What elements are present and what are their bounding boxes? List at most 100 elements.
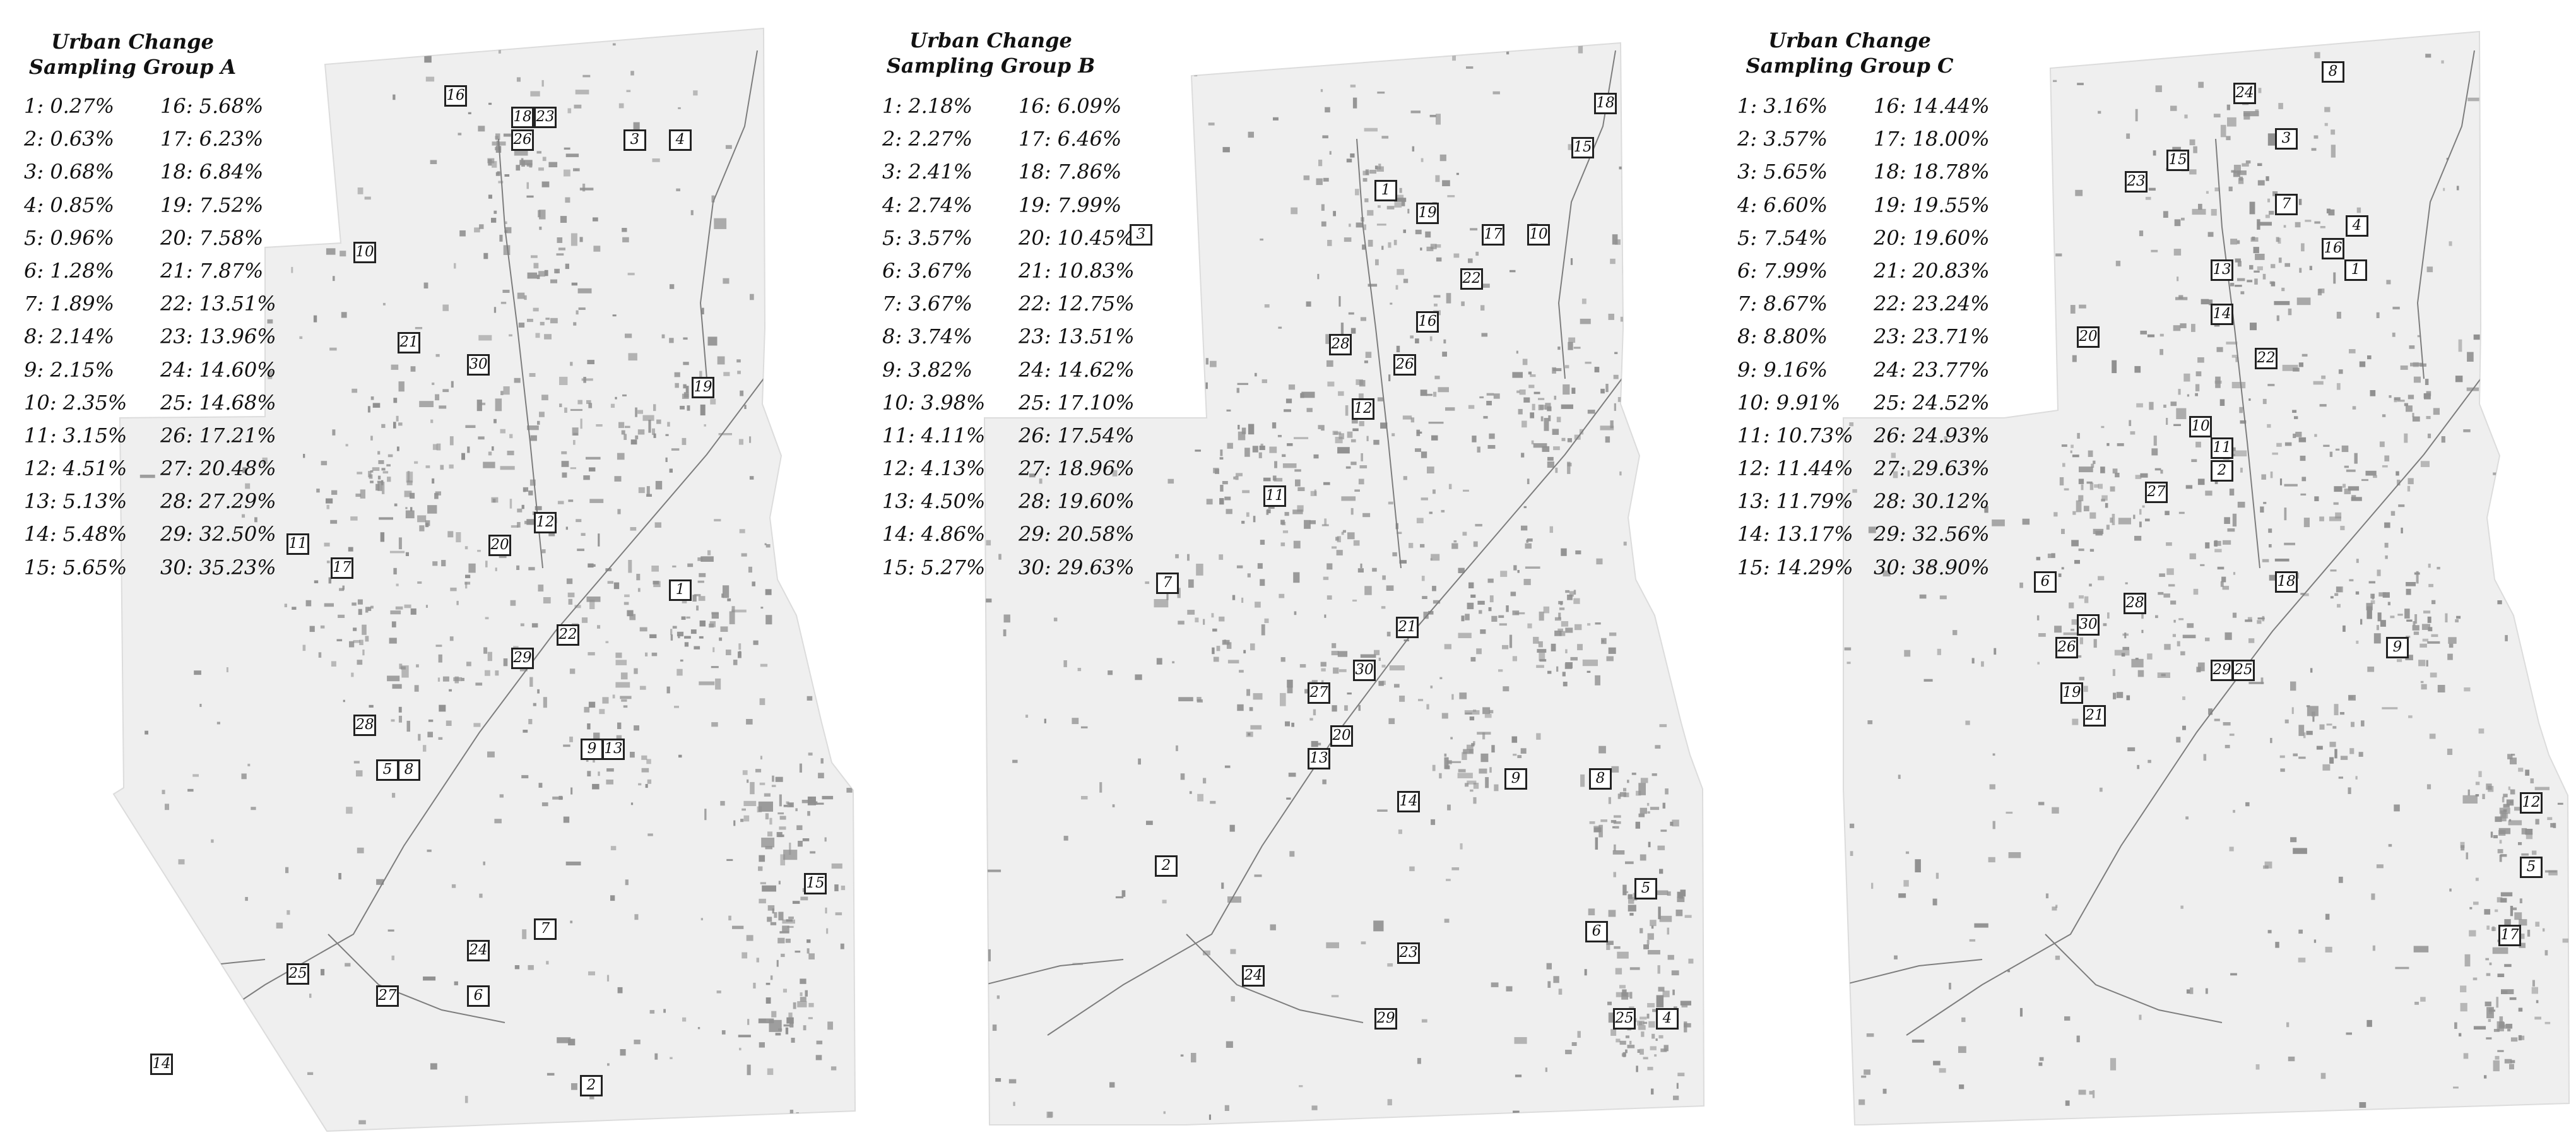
legend-entry-id: 27 bbox=[1874, 456, 1900, 481]
legend-entry: 22: 13.51% bbox=[160, 292, 276, 316]
legend-entry-id: 15 bbox=[1737, 555, 1763, 579]
legend-entry: 30: 29.63% bbox=[1019, 555, 1135, 579]
legend-entry-id: 3 bbox=[1737, 160, 1751, 184]
sample-marker: 8 bbox=[398, 759, 420, 781]
legend-entry-value: 7.52% bbox=[199, 193, 264, 217]
legend-entry-value: 3.57% bbox=[1763, 127, 1828, 151]
legend-entry-value: 5.65% bbox=[62, 555, 127, 579]
legend-entry-id: 9 bbox=[24, 357, 37, 382]
legend-entry-id: 22 bbox=[1874, 292, 1900, 316]
legend-column: 1: 0.27% 2: 0.63% 3: 0.68% 4: 0.85% 5: 0.96%… bbox=[24, 90, 127, 584]
sample-marker: 23 bbox=[2125, 171, 2148, 193]
legend-entry-value: 12.75% bbox=[1057, 292, 1135, 316]
legend-entry-id: 13 bbox=[1737, 489, 1763, 514]
legend-entry-id: 13 bbox=[882, 489, 908, 514]
sample-marker: 28 bbox=[1329, 334, 1352, 355]
sample-marker: 30 bbox=[1353, 660, 1376, 681]
legend-entry-value: 20.48% bbox=[199, 456, 276, 481]
legend-entry-id: 1 bbox=[1737, 94, 1751, 118]
legend-entry: 21: 10.83% bbox=[1019, 258, 1135, 283]
legend-entry: 21: 20.83% bbox=[1874, 258, 1990, 283]
legend-entry: 4: 0.85% bbox=[24, 193, 114, 217]
legend-entry-value: 3.98% bbox=[921, 390, 986, 415]
legend-entry: 18: 18.78% bbox=[1874, 160, 1990, 184]
legend-entry-value: 13.51% bbox=[1057, 324, 1135, 349]
legend-entry-id: 16 bbox=[160, 94, 186, 118]
legend-entry-id: 23 bbox=[1874, 324, 1900, 349]
legend-entry-value: 20.58% bbox=[1057, 522, 1135, 547]
sample-marker: 3 bbox=[2275, 128, 2298, 150]
legend-entry: 26: 24.93% bbox=[1874, 423, 1990, 448]
sample-marker: 13 bbox=[2211, 259, 2233, 281]
legend-entry-value: 7.54% bbox=[1763, 225, 1828, 250]
legend-entry: 29: 32.56% bbox=[1874, 522, 1990, 547]
title-line-2: Sampling Group A bbox=[28, 55, 237, 79]
legend-entry-id: 10 bbox=[24, 390, 50, 415]
legend-entry: 2: 3.57% bbox=[1737, 127, 1828, 151]
legend-entry-id: 2 bbox=[1737, 127, 1751, 151]
sample-marker: 10 bbox=[1527, 224, 1550, 246]
sample-marker: 30 bbox=[467, 354, 490, 376]
legend-entry: 7: 3.67% bbox=[882, 292, 972, 316]
legend-entry-id: 30 bbox=[160, 555, 186, 579]
legend-entry-id: 29 bbox=[1019, 522, 1044, 547]
sample-marker: 5 bbox=[1634, 878, 1657, 900]
legend-entry-value: 7.86% bbox=[1057, 160, 1122, 184]
legend-entry-id: 16 bbox=[1874, 94, 1900, 118]
legend-entry-value: 24.93% bbox=[1912, 423, 1990, 448]
legend-entry-value: 5.65% bbox=[1763, 160, 1828, 184]
legend-entry-id: 21 bbox=[1019, 258, 1044, 283]
sample-marker: 16 bbox=[1416, 311, 1439, 333]
legend-entry-id: 28 bbox=[160, 489, 186, 514]
legend-entry: 13: 5.13% bbox=[24, 489, 127, 514]
legend-entry: 8: 2.14% bbox=[24, 324, 114, 349]
legend-entry-id: 12 bbox=[1737, 456, 1763, 481]
legend-entry: 30: 38.90% bbox=[1874, 555, 1990, 579]
legend-entry-id: 10 bbox=[882, 390, 908, 415]
sample-marker: 18 bbox=[511, 107, 534, 128]
legend-entry-id: 21 bbox=[1874, 258, 1900, 283]
legend-entry: 25: 24.52% bbox=[1874, 390, 1990, 415]
legend-entry: 18: 7.86% bbox=[1019, 160, 1122, 184]
sample-marker: 23 bbox=[534, 107, 557, 128]
legend-entry-value: 5.27% bbox=[921, 555, 986, 579]
sample-marker: 15 bbox=[804, 873, 827, 894]
legend-entry-value: 11.79% bbox=[1776, 489, 1853, 514]
legend-entry: 6: 1.28% bbox=[24, 258, 114, 283]
legend-entry-id: 20 bbox=[160, 225, 186, 250]
map-panel-group-a: Urban Change Sampling Group A 1: 0.27% 2:… bbox=[0, 0, 858, 1140]
legend-entry-id: 26 bbox=[1874, 423, 1900, 448]
sample-marker: 10 bbox=[353, 242, 376, 263]
sample-marker: 18 bbox=[2275, 571, 2298, 593]
legend-entry-value: 4.86% bbox=[921, 522, 986, 547]
legend-entry: 27: 29.63% bbox=[1874, 456, 1990, 481]
legend-entry: 20: 19.60% bbox=[1874, 225, 1990, 250]
legend-entry-value: 10.83% bbox=[1057, 258, 1135, 283]
legend-entry-value: 1.28% bbox=[50, 258, 114, 283]
sample-marker: 3 bbox=[623, 129, 646, 151]
legend-entry-value: 6.23% bbox=[199, 127, 264, 151]
legend-entry-value: 13.51% bbox=[199, 292, 276, 316]
legend-entry-value: 4.11% bbox=[921, 423, 986, 448]
sample-marker: 17 bbox=[331, 557, 353, 579]
map-title: Urban Change Sampling Group A bbox=[0, 29, 265, 80]
sample-marker: 2 bbox=[2211, 460, 2233, 482]
legend-entry: 10: 2.35% bbox=[24, 390, 127, 415]
sample-marker: 24 bbox=[1242, 965, 1265, 987]
sample-marker: 20 bbox=[2077, 326, 2100, 348]
legend-entry: 25: 14.68% bbox=[160, 390, 276, 415]
sample-marker: 4 bbox=[1656, 1008, 1679, 1030]
legend-entry-value: 17.21% bbox=[199, 423, 276, 448]
sample-marker: 18 bbox=[1594, 93, 1617, 114]
legend-entry: 2: 2.27% bbox=[882, 127, 972, 151]
legend-entry-value: 35.23% bbox=[199, 555, 276, 579]
legend-entry-value: 4.50% bbox=[921, 489, 986, 514]
sample-marker: 1 bbox=[669, 579, 692, 601]
legend-entry-value: 3.82% bbox=[908, 357, 972, 382]
sample-marker: 5 bbox=[376, 759, 399, 781]
legend-entry: 26: 17.54% bbox=[1019, 423, 1135, 448]
legend-entry-value: 4.13% bbox=[921, 456, 986, 481]
county-land-area bbox=[983, 42, 1705, 1125]
legend-entry-value: 5.68% bbox=[199, 94, 264, 118]
legend-entry: 23: 13.51% bbox=[1019, 324, 1135, 349]
